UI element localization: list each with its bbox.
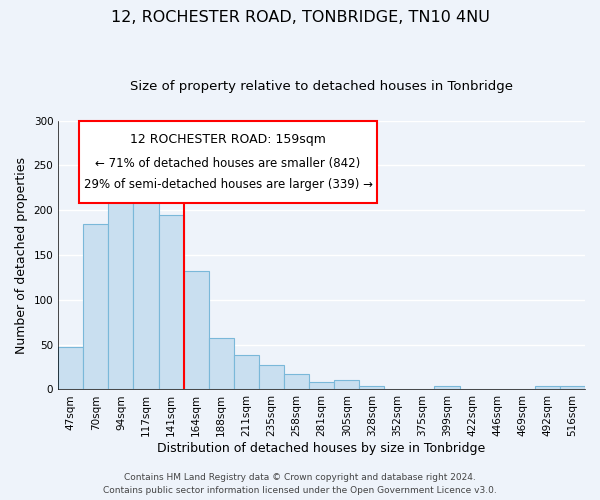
Bar [158, 214, 184, 390]
Text: ← 71% of detached houses are smaller (842): ← 71% of detached houses are smaller (84… [95, 157, 361, 170]
Bar [359, 386, 385, 390]
Bar [234, 356, 259, 390]
Text: 29% of semi-detached houses are larger (339) →: 29% of semi-detached houses are larger (… [83, 178, 373, 192]
Text: 12, ROCHESTER ROAD, TONBRIDGE, TN10 4NU: 12, ROCHESTER ROAD, TONBRIDGE, TN10 4NU [110, 10, 490, 25]
Bar [560, 386, 585, 390]
Bar [209, 338, 234, 390]
Bar [83, 224, 109, 390]
Bar [58, 348, 83, 390]
Bar [434, 386, 460, 390]
Bar [309, 382, 334, 390]
Bar [334, 380, 359, 390]
Bar [284, 374, 309, 390]
Bar [184, 271, 209, 390]
Y-axis label: Number of detached properties: Number of detached properties [15, 156, 28, 354]
Bar [109, 192, 133, 390]
X-axis label: Distribution of detached houses by size in Tonbridge: Distribution of detached houses by size … [157, 442, 486, 455]
Text: Contains HM Land Registry data © Crown copyright and database right 2024.
Contai: Contains HM Land Registry data © Crown c… [103, 473, 497, 495]
Text: 12 ROCHESTER ROAD: 159sqm: 12 ROCHESTER ROAD: 159sqm [130, 132, 326, 145]
FancyBboxPatch shape [79, 120, 377, 202]
Bar [133, 166, 158, 390]
Bar [535, 386, 560, 390]
Bar [259, 366, 284, 390]
Title: Size of property relative to detached houses in Tonbridge: Size of property relative to detached ho… [130, 80, 513, 93]
